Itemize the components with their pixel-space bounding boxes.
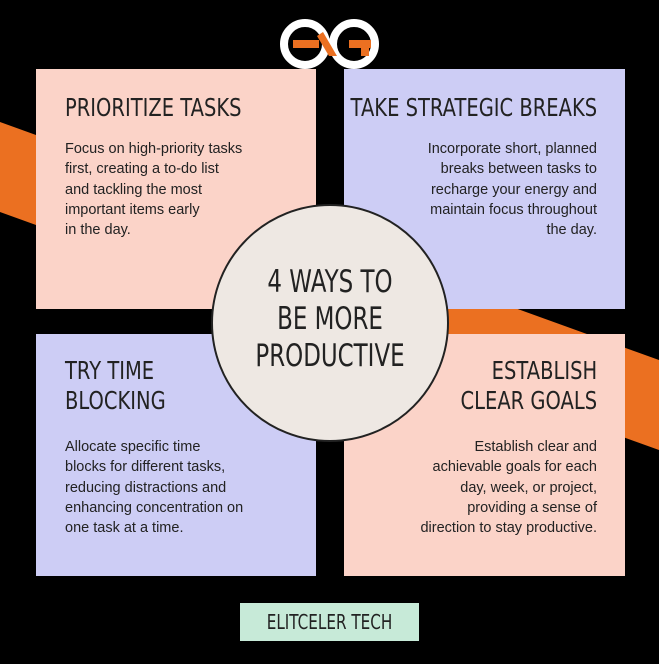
center-title-circle: 4 WAYS TO BE MORE PRODUCTIVE [211, 204, 449, 442]
card-body: Incorporate short, planned breaks betwee… [427, 141, 597, 239]
card-title: TRY TIME BLOCKING [65, 356, 166, 415]
card-body: Establish clear and achievable goals for… [420, 439, 597, 537]
card-body: Allocate specific time blocks for differ… [65, 439, 244, 537]
card-try-time-blocking: TRY TIME BLOCKING Allocate specific time… [36, 334, 316, 576]
card-title: ESTABLISH CLEAR GOALS [460, 356, 597, 415]
card-body: Focus on high-priority tasks first, crea… [65, 141, 243, 239]
card-prioritize-tasks: PRIORITIZE TASKS Focus on high-priority … [36, 69, 316, 309]
card-title: TAKE STRATEGIC BREAKS [350, 93, 597, 122]
main-title: 4 WAYS TO BE MORE PRODUCTIVE [255, 264, 405, 374]
brand-badge: ELITCELER TECH [240, 603, 419, 641]
brand-label: ELITCELER TECH [266, 610, 393, 634]
eg-monogram-icon [280, 19, 379, 69]
card-title: PRIORITIZE TASKS [65, 93, 242, 122]
